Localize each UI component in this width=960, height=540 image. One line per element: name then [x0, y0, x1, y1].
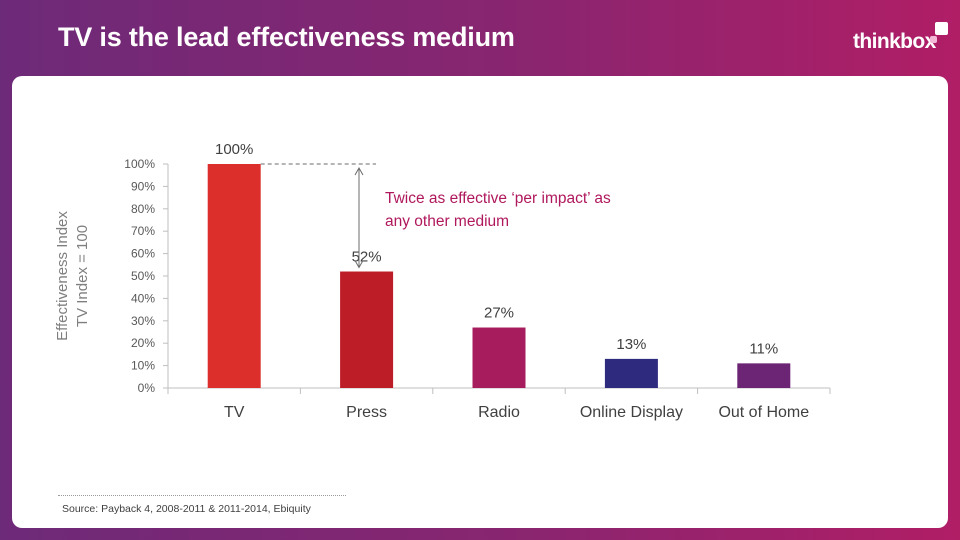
category-label: Radio: [478, 404, 520, 421]
y-axis-title-line1: Effectiveness Index: [54, 211, 71, 341]
bars: [207, 164, 791, 388]
y-tick-label: 50%: [131, 269, 155, 283]
annotation-line1: Twice as effective ‘per impact’ as: [385, 190, 611, 207]
y-axis-title-line2: TV Index = 100: [74, 225, 91, 327]
bar-out-of-home: [737, 363, 791, 388]
logo-square-large: [935, 22, 948, 35]
y-tick-label: 60%: [131, 247, 155, 261]
bar-chart: Effectiveness Index TV Index = 100 0% 10%…: [54, 141, 831, 421]
annotation-line2: any other medium: [385, 213, 509, 230]
bar-tv: [207, 164, 261, 388]
x-ticks: [167, 388, 831, 394]
source-note: Source: Payback 4, 2008-2011 & 2011-2014…: [62, 503, 311, 515]
y-tick-label: 30%: [131, 314, 155, 328]
y-tick-label: 10%: [131, 359, 155, 373]
category-label: TV: [224, 404, 245, 421]
y-ticks: 0% 10% 20% 30% 40% 50% 60% 70% 80% 90% 100%: [124, 157, 168, 395]
y-axis-title: Effectiveness Index TV Index = 100: [54, 211, 91, 341]
arrow-head-down-icon: [354, 260, 364, 269]
data-label: 13%: [616, 336, 646, 353]
y-tick-label: 70%: [131, 224, 155, 238]
y-tick-label: 80%: [131, 202, 155, 216]
bar-press: [340, 271, 394, 388]
bar-online-display: [604, 358, 658, 388]
category-label: Press: [346, 404, 387, 421]
data-label: 11%: [749, 340, 778, 357]
data-label: 27%: [484, 305, 514, 322]
data-label: 100%: [215, 141, 253, 158]
source-divider: [58, 495, 346, 496]
thinkbox-logo: thinkbox: [853, 30, 936, 53]
data-labels: 100%52%27%13% 11%: [215, 141, 778, 357]
chart-panel: Effectiveness Index TV Index = 100 0% 10%…: [12, 76, 948, 528]
logo-square-small: [930, 36, 937, 43]
category-label: Online Display: [580, 404, 683, 421]
y-tick-label: 20%: [131, 336, 155, 350]
category-label: Out of Home: [718, 404, 809, 421]
y-tick-label: 0%: [138, 381, 156, 395]
arrow-head-up-icon: [354, 166, 364, 176]
logo-squares-icon: [930, 18, 952, 44]
y-tick-label: 100%: [124, 157, 155, 171]
y-tick-label: 90%: [131, 179, 155, 193]
annotation: Twice as effective ‘per impact’ as any o…: [260, 163, 611, 269]
slide-title: TV is the lead effectiveness medium: [58, 22, 515, 52]
bar-radio: [472, 327, 526, 388]
category-labels: TV Press Radio Online Display Out of Home: [224, 404, 809, 421]
y-tick-label: 40%: [131, 291, 155, 305]
